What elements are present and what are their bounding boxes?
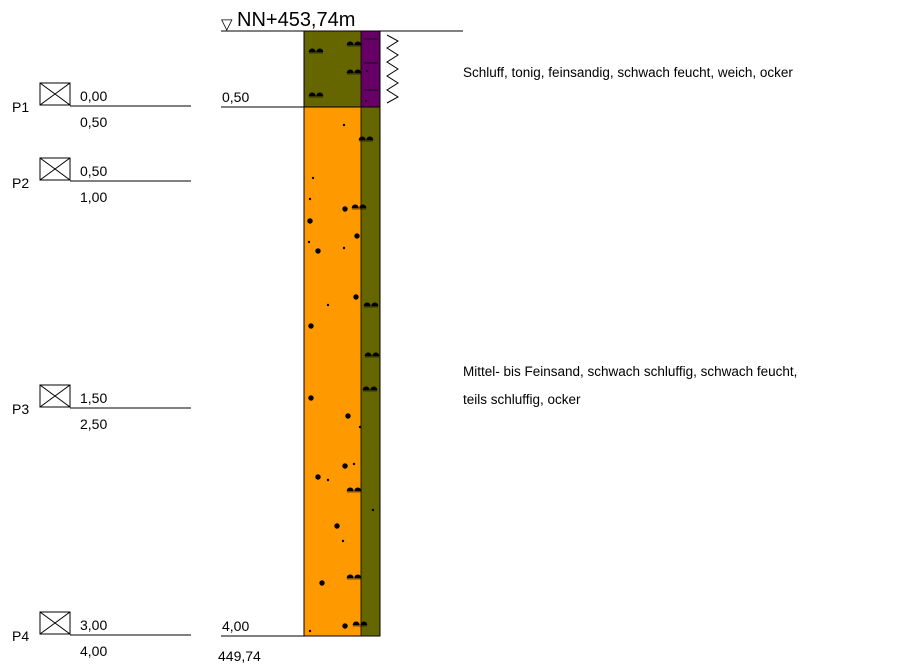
- sand-grain-large: [334, 523, 340, 529]
- sample-id: P3: [12, 401, 29, 417]
- silt-symbol: [351, 204, 367, 210]
- sand-grain-small: [326, 303, 330, 307]
- sand-grain-small: [371, 508, 375, 512]
- sand-grain-large: [342, 623, 348, 629]
- sample-id: P2: [12, 175, 29, 191]
- sand-grain-large: [342, 463, 348, 469]
- sand-grain-large: [345, 413, 351, 419]
- sand-grain-small: [341, 539, 345, 543]
- sand-grain-small: [342, 246, 346, 250]
- silt-symbol: [358, 136, 374, 142]
- sand-grain-large: [315, 248, 321, 254]
- soil-symbols: [307, 38, 380, 633]
- soft-consistency-icon: [386, 34, 399, 104]
- silt-symbol: [346, 574, 362, 580]
- sand-grain-large: [308, 323, 314, 329]
- sand-grain-small: [352, 462, 356, 466]
- sand-grain-large: [308, 395, 314, 401]
- borehole-column: [221, 30, 381, 637]
- layer-2-side: [361, 107, 380, 636]
- sand-grain-small: [358, 425, 362, 429]
- sand-grain-large: [315, 474, 321, 480]
- sand-grain-small: [308, 197, 312, 201]
- silt-symbol: [308, 92, 324, 98]
- sample-to-depth: 2,50: [80, 416, 107, 432]
- bottom-elevation-label: 449,74: [218, 648, 261, 664]
- silt-symbol: [362, 386, 378, 392]
- silt-symbol: [308, 48, 324, 54]
- sample-to-depth: 4,00: [80, 643, 107, 659]
- layer-1-side: [361, 31, 380, 107]
- sample-P1: P1 0,00 0,50: [12, 82, 191, 130]
- silt-symbol: [346, 487, 362, 493]
- layer-1-depth-label: 0,50: [222, 89, 249, 105]
- silt-symbol: [363, 302, 379, 308]
- layer-2-main: [304, 107, 361, 636]
- sand-grain-large: [307, 218, 313, 224]
- layer-1-description: Schluff, tonig, feinsandig, schwach feuc…: [463, 65, 793, 80]
- silt-symbol: [346, 69, 362, 75]
- sand-grain-large: [319, 580, 325, 586]
- ground-level-marker-icon: ▽: [221, 16, 233, 33]
- layer-2-depth-label: 4,00: [222, 618, 249, 634]
- sample-to-depth: 1,00: [80, 189, 107, 205]
- sample-P4: P4 3,00 4,00: [12, 611, 191, 659]
- silt-symbol: [364, 352, 380, 358]
- top-elevation: ▽ NN+453,74m: [221, 9, 463, 33]
- sand-grain-large: [354, 233, 360, 239]
- sample-from-depth: 0,00: [80, 88, 107, 104]
- silt-symbol: [346, 41, 362, 47]
- silt-symbol: [352, 621, 368, 627]
- sand-grain-small: [342, 123, 346, 127]
- ground-elevation-label: NN+453,74m: [237, 9, 355, 31]
- clay-dot: [366, 70, 368, 72]
- sample-to-depth: 0,50: [80, 114, 107, 130]
- layer-2-description-line-2: teils schluffig, ocker: [463, 392, 581, 407]
- sand-grain-small: [326, 478, 330, 482]
- sample-P2: P2 0,50 1,00: [12, 157, 191, 205]
- sample-id: P4: [12, 628, 29, 644]
- sample-P3: P3 1,50 2,50: [12, 384, 191, 432]
- sand-grain-small: [308, 629, 312, 633]
- sand-grain-small: [311, 176, 315, 180]
- layer-2-description-line-1: Mittel- bis Feinsand, schwach schluffig,…: [463, 364, 797, 379]
- sand-grain-large: [353, 294, 359, 300]
- clay-dot: [365, 100, 367, 102]
- sample-from-depth: 1,50: [80, 390, 107, 406]
- sample-from-depth: 3,00: [80, 617, 107, 633]
- sand-grain-small: [307, 240, 311, 244]
- sample-from-depth: 0,50: [80, 163, 107, 179]
- sand-grain-large: [342, 206, 348, 212]
- sample-id: P1: [12, 99, 29, 115]
